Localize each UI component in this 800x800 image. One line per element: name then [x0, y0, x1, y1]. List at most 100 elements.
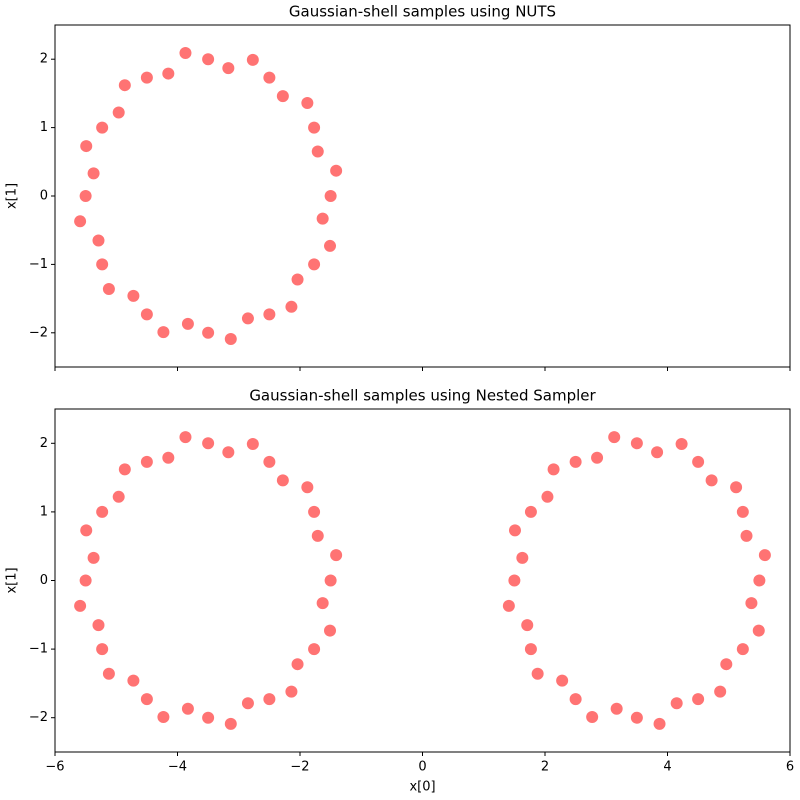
y-tick-label: 2	[40, 52, 48, 67]
scatter-point	[569, 693, 582, 706]
scatter-point	[202, 326, 215, 339]
y-tick-label: 1	[40, 504, 48, 519]
scatter-point	[608, 431, 621, 444]
scatter-point	[758, 549, 771, 562]
scatter-point	[291, 273, 304, 286]
scatter-point	[586, 711, 599, 724]
scatter-point	[670, 697, 683, 710]
scatter-point	[547, 463, 560, 476]
scatter-point	[556, 674, 569, 687]
scatter-point	[516, 551, 529, 564]
scatter-point	[79, 574, 92, 587]
scatter-point	[222, 62, 235, 75]
scatter-point	[308, 643, 321, 656]
scatter-point	[241, 697, 254, 710]
y-tick-label: 0	[40, 189, 48, 204]
x-tick-label: −2	[290, 760, 309, 775]
y-tick-label: −2	[29, 710, 48, 725]
scatter-point	[92, 234, 105, 247]
scatter-point	[651, 446, 664, 459]
scatter-point	[324, 239, 337, 252]
scatter-point	[301, 96, 314, 109]
scatter-point	[96, 643, 109, 656]
scatter-point	[140, 455, 153, 468]
scatter-point	[112, 106, 125, 119]
scatter-point	[692, 693, 705, 706]
y-tick-label: 2	[40, 436, 48, 451]
scatter-point	[276, 90, 289, 103]
scatter-point	[653, 717, 666, 730]
scatter-point	[324, 574, 337, 587]
y-axis-label: x[1]	[5, 183, 20, 209]
scatter-point	[752, 624, 765, 637]
scatter-point	[263, 455, 276, 468]
scatter-point	[692, 455, 705, 468]
x-tick-label: 6	[786, 760, 794, 775]
scatter-point	[127, 289, 140, 302]
scatter-point	[705, 474, 718, 487]
scatter-point	[87, 551, 100, 564]
scatter-point	[140, 693, 153, 706]
scatter-point	[179, 431, 192, 444]
scatter-point	[508, 574, 521, 587]
x-tick-label: −4	[168, 760, 187, 775]
scatter-point	[541, 490, 554, 503]
scatter-point	[102, 667, 115, 680]
x-tick-label: 4	[663, 760, 671, 775]
scatter-point	[720, 658, 733, 671]
x-tick-label: 0	[418, 760, 426, 775]
scatter-point	[276, 474, 289, 487]
scatter-point	[524, 505, 537, 518]
scatter-point	[730, 481, 743, 494]
scatter-point	[202, 711, 215, 724]
scatter-point	[285, 300, 298, 313]
scatter-point	[308, 121, 321, 134]
scatter-point	[127, 674, 140, 687]
scatter-point	[102, 283, 115, 296]
x-axis-label: x[0]	[409, 780, 435, 795]
x-tick-label: 2	[541, 760, 549, 775]
scatter-point	[736, 643, 749, 656]
scatter-point	[263, 693, 276, 706]
scatter-point	[157, 326, 170, 339]
scatter-point	[330, 164, 343, 177]
scatter-point	[80, 140, 93, 153]
scatter-point	[508, 524, 521, 537]
scatter-point	[531, 667, 544, 680]
scatter-point	[222, 446, 235, 459]
scatter-point	[308, 505, 321, 518]
scatter-point	[311, 145, 324, 158]
scatter-point	[224, 717, 237, 730]
scatter-point	[140, 308, 153, 321]
scatter-point	[118, 79, 131, 92]
scatter-point	[308, 258, 321, 271]
scatter-point	[92, 619, 105, 632]
y-tick-label: −2	[29, 325, 48, 340]
y-axis-label: x[1]	[5, 567, 20, 593]
scatter-point	[524, 643, 537, 656]
scatter-point	[162, 451, 175, 464]
scatter-point	[714, 685, 727, 698]
scatter-point	[80, 524, 93, 537]
scatter-point	[569, 455, 582, 468]
scatter-point	[591, 451, 604, 464]
scatter-point	[263, 71, 276, 84]
scatter-point	[316, 212, 329, 225]
scatter-point	[675, 437, 688, 450]
scatter-point	[291, 658, 304, 671]
scatter-point	[324, 624, 337, 637]
scatter-point	[140, 71, 153, 84]
scatter-point	[736, 505, 749, 518]
scatter-point	[610, 702, 623, 715]
scatter-point	[162, 67, 175, 80]
scatter-point	[246, 53, 259, 66]
scatter-point	[263, 308, 276, 321]
scatter-point	[246, 437, 259, 450]
scatter-point	[87, 167, 100, 180]
scatter-point	[96, 505, 109, 518]
scatter-point	[753, 574, 766, 587]
scatter-point	[502, 599, 515, 612]
scatter-point	[181, 702, 194, 715]
scatter-point	[311, 529, 324, 542]
